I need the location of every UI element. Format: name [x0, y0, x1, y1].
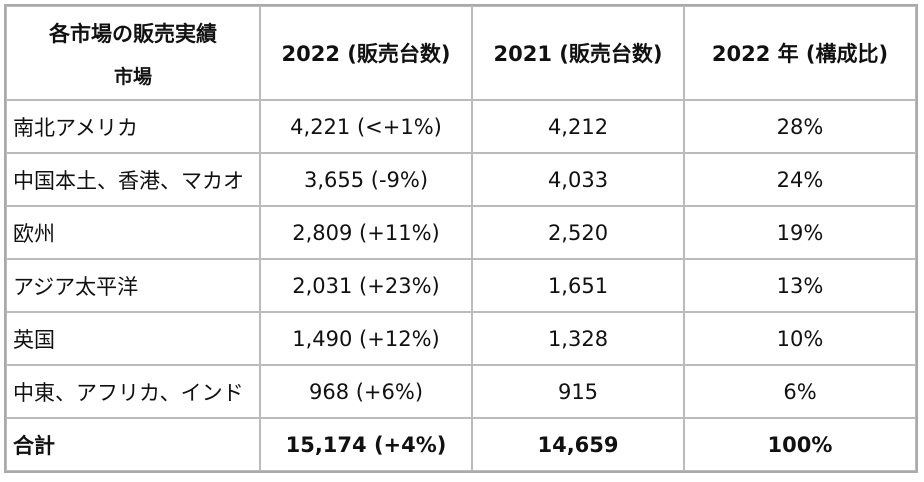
value-cell: 968 (+6%) — [260, 365, 472, 418]
value-cell: 100% — [684, 418, 916, 471]
data-row: 中国本土、香港、マカオ 3,655 (-9%) 4,033 24% — [6, 153, 916, 206]
data-row: アジア太平洋 2,031 (+23%) 1,651 13% — [6, 259, 916, 312]
value-cell: 10% — [684, 312, 916, 365]
data-row: 欧州 2,809 (+11%) 2,520 19% — [6, 206, 916, 259]
value-cell: 1,490 (+12%) — [260, 312, 472, 365]
value-cell: 19% — [684, 206, 916, 259]
value-cell: 14,659 — [472, 418, 684, 471]
value-cell: 2,520 — [472, 206, 684, 259]
market-cell: 南北アメリカ — [6, 100, 260, 153]
table-body: 南北アメリカ 4,221 (<+1%) 4,212 28% 中国本土、香港、マカオ 3,6… — [6, 100, 916, 471]
value-cell: 4,212 — [472, 100, 684, 153]
value-cell: 24% — [684, 153, 916, 206]
value-cell: 4,221 (<+1%) — [260, 100, 472, 153]
market-cell: 中東、アフリカ、インド — [6, 365, 260, 418]
header-cell: 2021 (販売台数) — [472, 6, 684, 100]
market-cell: アジア太平洋 — [6, 259, 260, 312]
data-row: 英国 1,490 (+12%) 1,328 10% — [6, 312, 916, 365]
value-cell: 13% — [684, 259, 916, 312]
header-subtitle: 市場 — [113, 65, 152, 88]
header-cell: 2022 年 (構成比) — [684, 6, 916, 100]
header-row: 各市場の販売実績 市場 2022 (販売台数) 2021 (販売台数) 2022 … — [6, 6, 916, 100]
market-cell: 欧州 — [6, 206, 260, 259]
total-row: 合計 15,174 (+4%) 14,659 100% — [6, 418, 916, 471]
value-cell: 915 — [472, 365, 684, 418]
header-cell: 各市場の販売実績 市場 — [6, 6, 260, 100]
header-title: 各市場の販売実績 — [49, 21, 217, 46]
header-cell: 2022 (販売台数) — [260, 6, 472, 100]
value-cell: 2,809 (+11%) — [260, 206, 472, 259]
value-cell: 15,174 (+4%) — [260, 418, 472, 471]
data-row: 南北アメリカ 4,221 (<+1%) 4,212 28% — [6, 100, 916, 153]
market-cell: 合計 — [6, 418, 260, 471]
value-cell: 3,655 (-9%) — [260, 153, 472, 206]
value-cell: 28% — [684, 100, 916, 153]
data-row: 中東、アフリカ、インド 968 (+6%) 915 6% — [6, 365, 916, 418]
market-cell: 中国本土、香港、マカオ — [6, 153, 260, 206]
sales-table: 各市場の販売実績 市場 2022 (販売台数) 2021 (販売台数) 2022 … — [4, 4, 918, 473]
value-cell: 2,031 (+23%) — [260, 259, 472, 312]
value-cell: 6% — [684, 365, 916, 418]
value-cell: 4,033 — [472, 153, 684, 206]
value-cell: 1,651 — [472, 259, 684, 312]
market-cell: 英国 — [6, 312, 260, 365]
value-cell: 1,328 — [472, 312, 684, 365]
